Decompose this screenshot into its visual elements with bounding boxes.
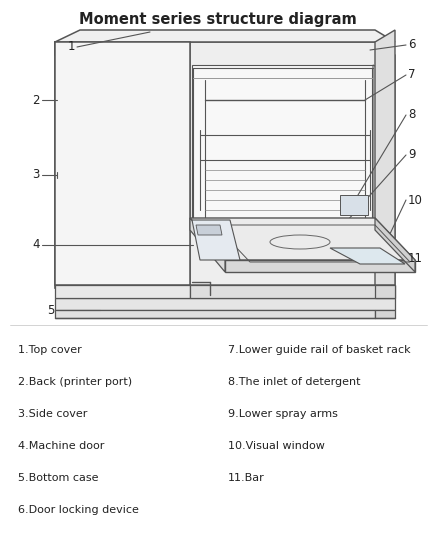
Text: 4.Machine door: 4.Machine door (18, 441, 104, 451)
Polygon shape (55, 42, 190, 285)
Text: 11: 11 (408, 251, 423, 264)
Text: 3: 3 (33, 168, 40, 182)
Text: 11.Bar: 11.Bar (228, 473, 265, 483)
Text: 8.The inlet of detergent: 8.The inlet of detergent (228, 377, 361, 387)
Polygon shape (190, 218, 225, 272)
Polygon shape (55, 310, 375, 318)
Polygon shape (225, 260, 415, 272)
Text: 4: 4 (32, 239, 40, 251)
Polygon shape (55, 298, 395, 310)
Polygon shape (192, 65, 373, 218)
Text: 6.Door locking device: 6.Door locking device (18, 505, 139, 515)
Text: 9.Lower spray arms: 9.Lower spray arms (228, 409, 338, 419)
Polygon shape (190, 218, 415, 260)
Text: 7: 7 (408, 69, 416, 81)
Polygon shape (375, 218, 415, 272)
Text: Moment series structure diagram: Moment series structure diagram (79, 12, 357, 27)
Polygon shape (375, 30, 395, 285)
Text: 1.Top cover: 1.Top cover (18, 345, 82, 355)
Text: 1: 1 (67, 41, 75, 54)
Text: 2: 2 (32, 93, 40, 107)
Text: 5: 5 (48, 303, 55, 316)
Polygon shape (192, 220, 240, 260)
Text: 10: 10 (408, 193, 423, 206)
Text: 7.Lower guide rail of basket rack: 7.Lower guide rail of basket rack (228, 345, 411, 355)
Text: 2.Back (printer port): 2.Back (printer port) (18, 377, 132, 387)
Polygon shape (373, 65, 393, 230)
Polygon shape (340, 195, 368, 215)
Text: 5.Bottom case: 5.Bottom case (18, 473, 98, 483)
Text: 3.Side cover: 3.Side cover (18, 409, 87, 419)
Polygon shape (190, 285, 395, 298)
Text: 6: 6 (408, 39, 416, 51)
Text: 10.Visual window: 10.Visual window (228, 441, 325, 451)
Polygon shape (375, 285, 395, 298)
Polygon shape (55, 30, 395, 42)
Polygon shape (196, 225, 222, 235)
Polygon shape (375, 310, 395, 318)
Polygon shape (190, 42, 395, 285)
Text: 8: 8 (408, 108, 416, 122)
Text: 9: 9 (408, 148, 416, 161)
Polygon shape (330, 248, 405, 264)
Polygon shape (55, 285, 190, 298)
